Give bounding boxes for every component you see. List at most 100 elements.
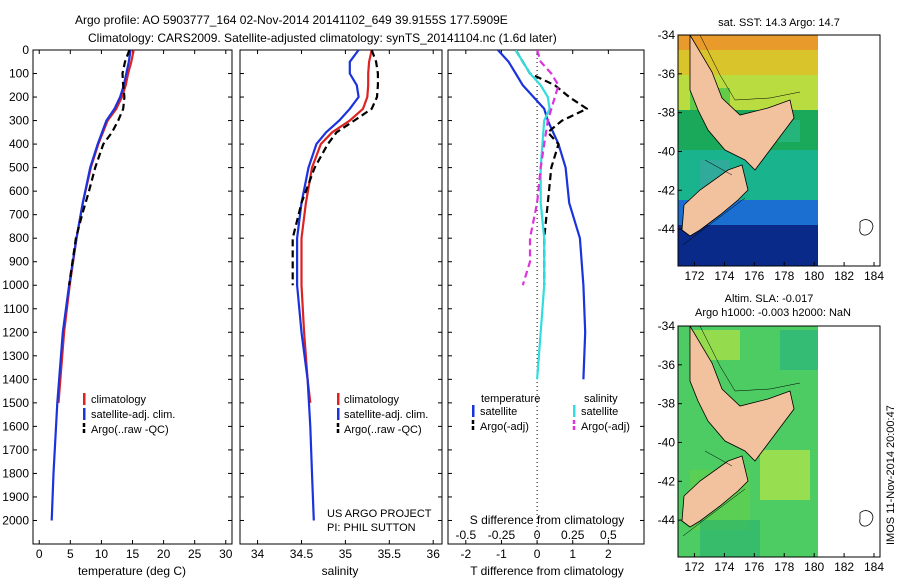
sst-map-axes: 172 174 176 178 180 182 184 -34 -36 -38 -40 -42 -44 [658,28,885,283]
sla-map: Altim. SLA: -0.017 Argo h1000: -0.003 h2… [658,293,897,574]
sla-map-title-2: Argo h1000: -0.003 h2000: NaN [695,307,851,319]
lon-tick-label: 178 [774,269,794,283]
depth-tick-label: 700 [9,208,29,222]
legend-swatch-climatology [83,393,86,405]
legend-swatch-satellite [83,408,86,420]
t-difference-label: T difference from climatology [470,564,624,578]
lon-tick-label: 184 [864,560,884,574]
x-tick-label: 34 [251,547,265,561]
imos-timestamp: IMOS 11-Nov-2014 20:00:47 [885,405,897,545]
legend-label-sal-argo: Argo(-adj) [581,421,630,433]
depth-tick-label: 1900 [2,490,29,504]
depth-tick-label: 2000 [2,513,29,527]
s-difference-label: S difference from climatology [470,513,625,527]
project-annotation: US ARGO PROJECT [327,508,432,520]
legend-title-salinity: salinity [584,393,618,405]
legend-label-temp-argo: Argo(-adj) [480,421,529,433]
temperature-axes-frame [32,49,233,545]
x-tick-label: 15 [126,547,140,561]
header-line-1: Argo profile: AO 5903777_164 02-Nov-2014… [75,13,508,27]
series-satellite-adj-clim- [296,50,360,521]
sst-map-title: sat. SST: 14.3 Argo: 14.7 [718,17,840,29]
series-climatology [300,50,373,404]
legend-swatch-sal-satellite [573,405,576,417]
depth-tick-label: 1700 [2,443,29,457]
lat-tick-label: -42 [658,183,676,197]
lat-tick-label: -40 [658,144,676,158]
salinity-legend: climatology satellite-adj. clim. Argo(..… [336,393,428,436]
legend-label-satellite: satellite-adj. clim. [344,409,428,421]
lon-tick-label: 176 [744,269,764,283]
lat-tick-label: -44 [658,513,676,527]
x-tick-label: -1 [496,547,507,561]
sst-map-image [678,35,880,266]
lat-tick-label: -36 [658,67,676,81]
series-temperature-argo-adj- [514,50,589,286]
lon-tick-label: 178 [774,560,794,574]
x-tick-label: 20 [157,547,171,561]
lat-tick-label: -36 [658,358,676,372]
series-climatology [57,50,135,403]
depth-tick-label: 300 [9,114,29,128]
depth-tick-label: 1300 [2,349,29,363]
salinity-lines [291,50,379,521]
sla-map-image [678,326,880,557]
depth-tick-label: 100 [9,67,29,81]
salinity-axes-frame [239,49,443,545]
lat-tick-label: -34 [658,319,676,333]
lon-tick-label: 174 [714,560,734,574]
series-argo-raw-qc- [291,50,379,286]
depth-tick-label: 200 [9,90,29,104]
depth-tick-label: 900 [9,255,29,269]
s-tick-label: 0.5 [600,528,617,542]
depth-tick-label: 0 [22,43,29,57]
legend-label-climatology: climatology [91,394,147,406]
legend-label-argo: Argo(..raw -QC) [91,424,169,436]
lon-tick-label: 182 [834,269,854,283]
depth-tick-label: 800 [9,231,29,245]
x-tick-label: 35 [339,547,353,561]
legend-title-temperature: temperature [481,393,540,405]
sst-map: sat. SST: 14.3 Argo: 14.7 172 174 176 178 18… [658,17,885,283]
x-tick-label: 1 [569,547,576,561]
depth-tick-label: 500 [9,161,29,175]
lat-tick-label: -42 [658,474,676,488]
depth-tick-label: 1500 [2,396,29,410]
s-tick-label: -0.25 [488,528,516,542]
series-salinity-argo-adj- [521,50,560,286]
salinity-x-axis: 34 34.5 35 35.5 36 [240,49,442,561]
depth-tick-label: 1100 [3,302,29,316]
lon-tick-label: 172 [684,560,704,574]
depth-tick-label: 1600 [2,419,29,433]
temperature-x-axis: 0 5 10 15 20 25 30 [33,49,233,561]
lat-tick-label: -40 [658,435,676,449]
depth-tick-label: 1400 [2,372,29,386]
lat-tick-label: -38 [658,397,676,411]
s-tick-label: -0.5 [455,528,476,542]
x-tick-label: 5 [67,547,74,561]
x-tick-label: 34.5 [290,547,314,561]
difference-lines [497,50,589,380]
legend-label-satellite: satellite-adj. clim. [91,409,175,421]
difference-legend: temperature salinity satellite Argo(-adj… [471,393,630,433]
legend-swatch-temp-satellite [472,405,475,417]
s-tick-label: 0.25 [561,528,585,542]
sla-map-frame [677,325,881,558]
lat-tick-label: -38 [658,106,676,120]
depth-tick-label: 1800 [2,466,29,480]
legend-label-temp-satellite: satellite [480,406,517,418]
lat-tick-label: -34 [658,28,676,42]
sla-map-title-1: Altim. SLA: -0.017 [725,293,814,305]
lon-tick-label: 176 [744,560,764,574]
salinity-x-label: salinity [322,564,359,578]
depth-tick-label: 400 [9,137,29,151]
x-tick-label: -2 [460,547,471,561]
sst-map-frame [677,34,881,267]
legend-label-sal-satellite: satellite [581,406,618,418]
x-tick-label: 0 [534,547,541,561]
temperature-x-label: temperature (deg C) [78,564,186,578]
x-tick-label: 35.5 [378,547,402,561]
temperature-panel: 0100200300400500600700800900100011001200… [2,43,232,578]
